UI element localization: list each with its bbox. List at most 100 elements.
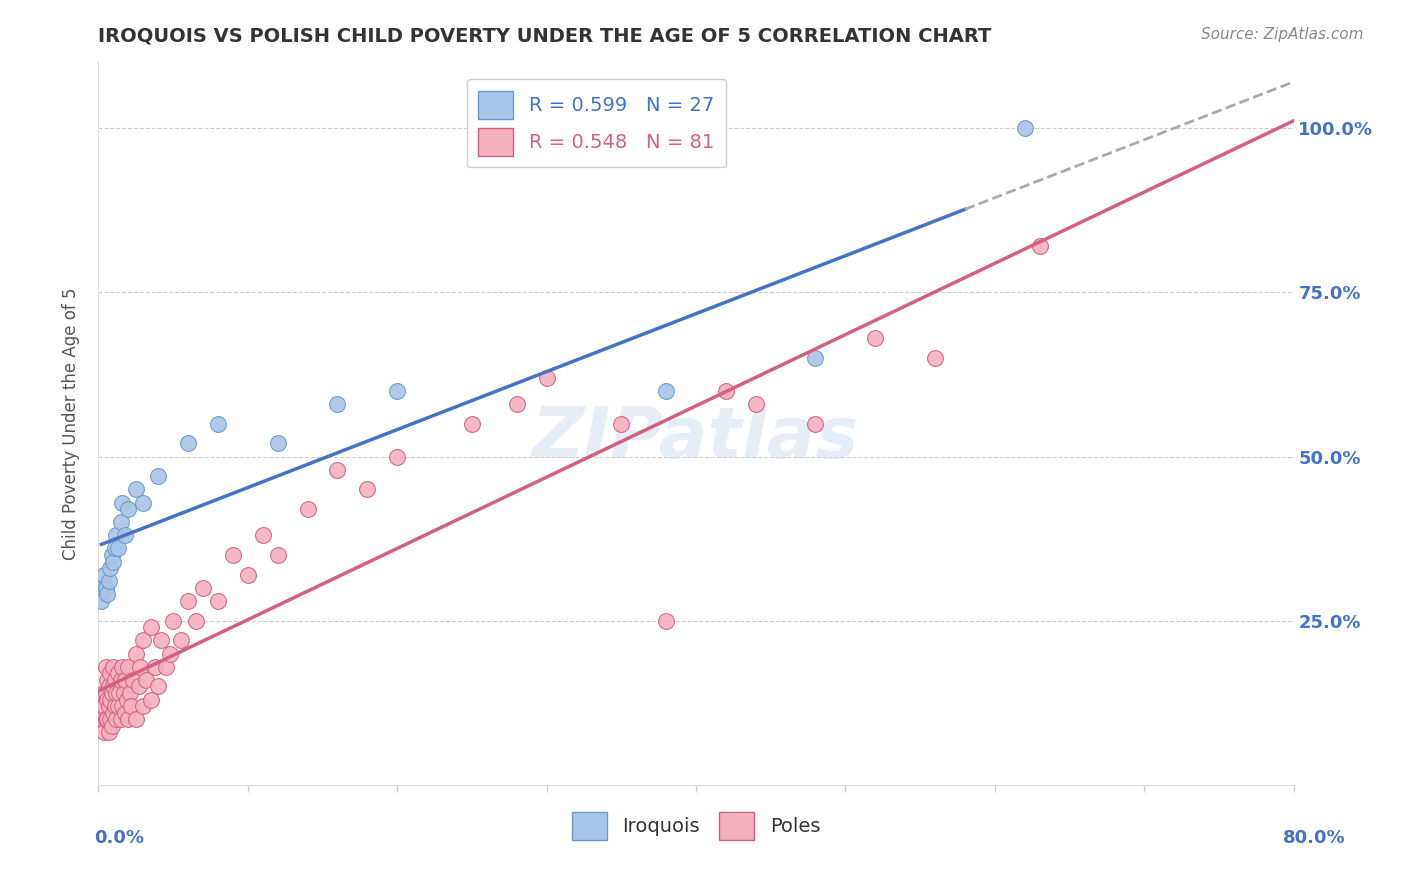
Point xyxy=(111,495,134,509)
Point xyxy=(97,680,120,694)
Point xyxy=(121,673,143,687)
Point xyxy=(1014,121,1036,136)
Text: 0.0%: 0.0% xyxy=(94,830,145,847)
Point xyxy=(207,594,229,608)
Point xyxy=(96,673,118,687)
Point xyxy=(98,666,122,681)
Text: ZIPatlas: ZIPatlas xyxy=(533,404,859,473)
Text: IROQUOIS VS POLISH CHILD POVERTY UNDER THE AGE OF 5 CORRELATION CHART: IROQUOIS VS POLISH CHILD POVERTY UNDER T… xyxy=(98,27,991,45)
Point xyxy=(1028,239,1050,253)
Point xyxy=(96,692,118,706)
Point xyxy=(101,548,124,562)
Point xyxy=(326,397,349,411)
Point xyxy=(236,567,259,582)
Point xyxy=(804,351,827,365)
Point xyxy=(112,686,135,700)
Point xyxy=(461,417,484,431)
Point xyxy=(159,647,181,661)
Point xyxy=(385,384,409,398)
Point xyxy=(91,686,114,700)
Text: Source: ZipAtlas.com: Source: ZipAtlas.com xyxy=(1201,27,1364,42)
Point xyxy=(148,680,170,694)
Point xyxy=(94,659,117,673)
Point xyxy=(745,397,768,411)
Point xyxy=(326,463,349,477)
Point xyxy=(94,686,117,700)
Point xyxy=(252,528,274,542)
Point xyxy=(125,483,148,497)
Point xyxy=(90,594,112,608)
Point xyxy=(655,614,678,628)
Point xyxy=(297,502,319,516)
Point xyxy=(107,541,129,556)
Point xyxy=(267,436,290,450)
Point xyxy=(96,712,118,726)
Point xyxy=(93,699,115,714)
Point xyxy=(91,581,114,595)
Point xyxy=(114,673,136,687)
Point xyxy=(610,417,633,431)
Point xyxy=(96,587,118,601)
Point xyxy=(97,699,120,714)
Point xyxy=(97,725,120,739)
Point xyxy=(101,719,124,733)
Point xyxy=(98,712,122,726)
Point xyxy=(97,574,120,589)
Point xyxy=(148,469,170,483)
Point xyxy=(111,659,134,673)
Point xyxy=(110,515,132,529)
Point xyxy=(804,417,827,431)
Point xyxy=(506,397,529,411)
Point xyxy=(103,706,125,720)
Point xyxy=(128,680,150,694)
Point xyxy=(93,567,115,582)
Point xyxy=(107,699,129,714)
Point xyxy=(139,620,162,634)
Point xyxy=(177,436,200,450)
Point xyxy=(108,686,131,700)
Point xyxy=(117,712,139,726)
Point xyxy=(120,699,142,714)
Point xyxy=(714,384,737,398)
Point xyxy=(117,659,139,673)
Point xyxy=(105,686,128,700)
Point xyxy=(111,699,134,714)
Point xyxy=(98,692,122,706)
Point xyxy=(118,686,141,700)
Point xyxy=(207,417,229,431)
Point xyxy=(132,495,155,509)
Point xyxy=(94,581,117,595)
Point xyxy=(110,712,132,726)
Point xyxy=(129,659,152,673)
Point xyxy=(150,633,173,648)
Point xyxy=(536,370,558,384)
Point xyxy=(104,699,127,714)
Point xyxy=(117,502,139,516)
Point xyxy=(105,528,128,542)
Point xyxy=(162,614,184,628)
Point xyxy=(98,561,122,575)
Point xyxy=(103,555,125,569)
Point xyxy=(177,594,200,608)
Point xyxy=(104,673,127,687)
Point xyxy=(132,633,155,648)
Point xyxy=(267,548,290,562)
Legend: Iroquois, Poles: Iroquois, Poles xyxy=(564,805,828,847)
Point xyxy=(184,614,207,628)
Point xyxy=(93,725,115,739)
Point xyxy=(110,673,132,687)
Point xyxy=(139,692,162,706)
Point xyxy=(125,712,148,726)
Point xyxy=(135,673,157,687)
Point xyxy=(155,659,177,673)
Point xyxy=(91,712,114,726)
Point xyxy=(655,384,678,398)
Point xyxy=(107,666,129,681)
Point xyxy=(114,706,136,720)
Point xyxy=(103,659,125,673)
Point xyxy=(865,331,887,345)
Point xyxy=(191,581,214,595)
Point xyxy=(115,692,138,706)
Point xyxy=(143,659,166,673)
Point xyxy=(105,712,128,726)
